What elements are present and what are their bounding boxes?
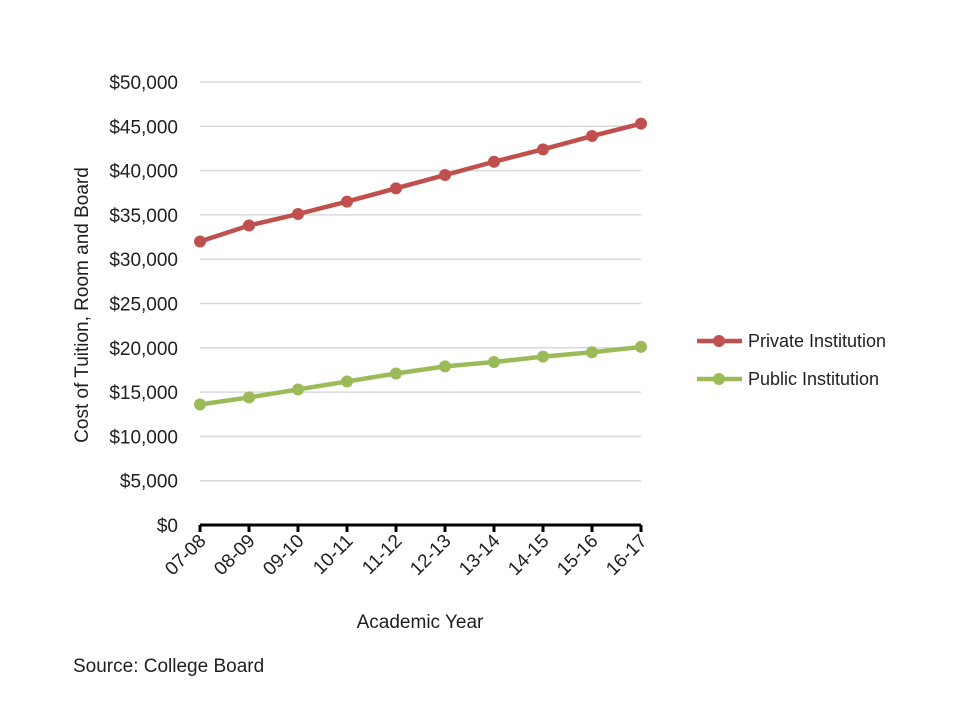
x-tick-label: 11-12 bbox=[358, 531, 406, 579]
y-axis-tick-labels: $0 $5,000 $10,000 $15,000 $20,000 $25,000 $30,… bbox=[109, 73, 178, 537]
y-tick-label: $10,000 bbox=[109, 427, 178, 448]
y-tick-label: $15,000 bbox=[109, 383, 178, 404]
x-tick-label: 13-14 bbox=[455, 530, 505, 580]
x-tick-label: 12-13 bbox=[406, 531, 455, 580]
series-line-2 bbox=[197, 344, 644, 407]
data-point bbox=[341, 375, 353, 388]
data-point bbox=[439, 360, 451, 373]
x-axis-title: Academic Year bbox=[357, 612, 484, 633]
data-point bbox=[635, 340, 647, 353]
data-point bbox=[194, 235, 206, 248]
data-point bbox=[635, 117, 647, 130]
y-tick-label: $20,000 bbox=[109, 339, 178, 360]
x-axis-tick-labels: 07-08 08-09 09-10 10-11 11-12 12-13 13-14 14-15… bbox=[161, 530, 651, 580]
y-tick-label: $25,000 bbox=[109, 295, 178, 316]
series-group bbox=[194, 117, 647, 411]
data-point bbox=[488, 155, 500, 168]
x-tick-label: 07-08 bbox=[161, 531, 210, 580]
y-tick-label: $50,000 bbox=[109, 73, 178, 94]
y-tick-label: $40,000 bbox=[109, 162, 178, 183]
data-point bbox=[439, 169, 451, 182]
data-point bbox=[194, 398, 206, 411]
data-point bbox=[390, 182, 402, 195]
legend: Private Institution Public Institution bbox=[697, 331, 886, 389]
data-point bbox=[243, 391, 255, 404]
data-point bbox=[341, 195, 353, 208]
data-point bbox=[537, 350, 549, 363]
x-tick-label: 14-15 bbox=[504, 531, 553, 580]
legend-label: Private Institution bbox=[748, 331, 886, 351]
y-tick-label: $45,000 bbox=[109, 117, 178, 138]
data-point bbox=[390, 367, 402, 380]
data-point bbox=[537, 143, 549, 156]
data-point bbox=[586, 346, 598, 359]
data-point bbox=[292, 383, 304, 396]
x-tick-label: 09-10 bbox=[259, 531, 308, 580]
legend-swatch-marker bbox=[713, 335, 725, 347]
legend-label: Public Institution bbox=[748, 369, 879, 389]
x-tick-label: 15-16 bbox=[553, 531, 602, 580]
x-tick-label: 16-17 bbox=[602, 531, 651, 580]
x-tick-label: 08-09 bbox=[210, 531, 259, 580]
data-point bbox=[586, 130, 598, 143]
data-point bbox=[488, 355, 500, 368]
y-axis-title: Cost of Tuition, Room and Board bbox=[72, 167, 93, 443]
x-axis bbox=[198, 523, 643, 532]
y-tick-label: $0 bbox=[157, 516, 178, 537]
series-line-1 bbox=[197, 121, 644, 244]
legend-swatch-marker bbox=[713, 373, 725, 385]
y-tick-label: $35,000 bbox=[109, 206, 178, 227]
data-point bbox=[292, 208, 304, 221]
y-tick-label: $30,000 bbox=[109, 250, 178, 271]
data-point bbox=[243, 219, 255, 232]
y-tick-label: $5,000 bbox=[120, 472, 178, 493]
source-note: Source: College Board bbox=[73, 656, 265, 677]
x-tick-label: 10-11 bbox=[309, 531, 357, 579]
